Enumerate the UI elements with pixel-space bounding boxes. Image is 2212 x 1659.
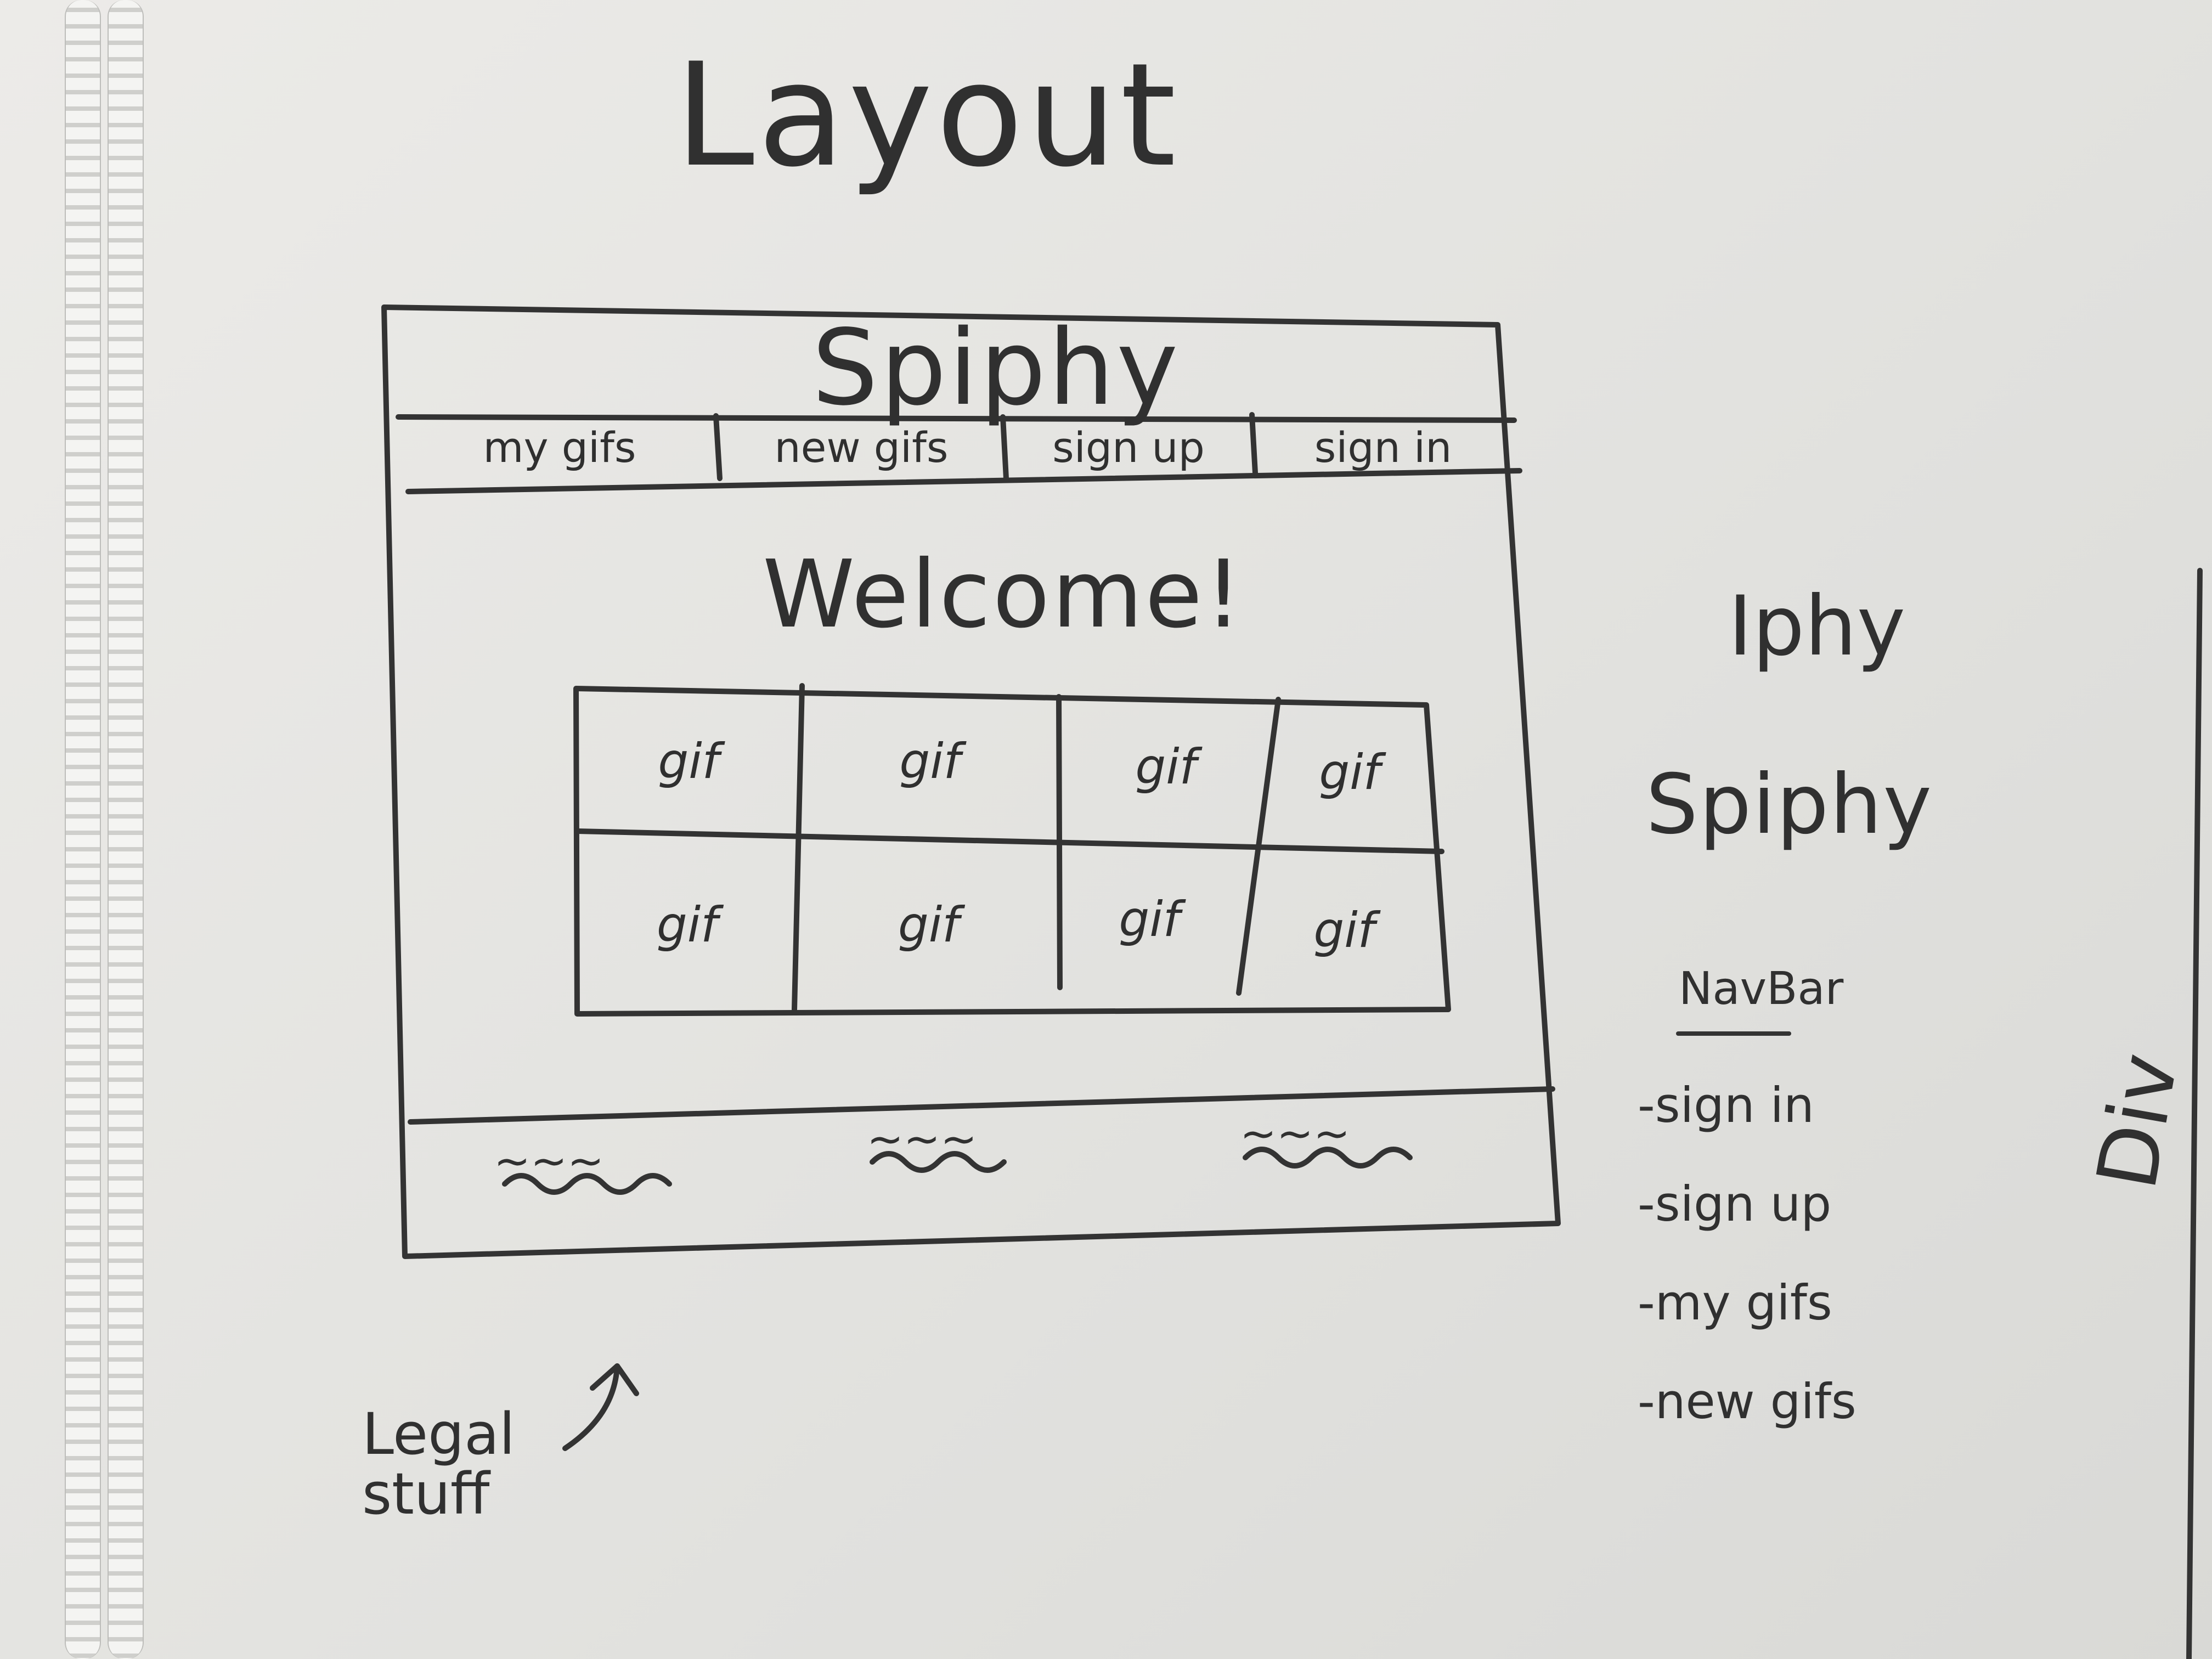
- nav-bottom-divider: [405, 468, 1522, 494]
- footer-item: ~~~: [494, 1136, 605, 1187]
- navbar-notes-list: -sign in -sign up -my gifs -new gifs: [1638, 1056, 1857, 1451]
- footer-squiggle-2: [870, 1151, 1007, 1173]
- gif-cell: gif: [1319, 743, 1380, 800]
- list-item: -sign in: [1638, 1077, 1814, 1133]
- footer-squiggle-3: [1243, 1147, 1413, 1169]
- gif-cell: gif: [899, 732, 961, 789]
- gif-cell: gif: [656, 896, 718, 953]
- footer-item: ~~~: [1240, 1108, 1351, 1159]
- wireframe-nav-sign-up: sign up: [1052, 422, 1205, 472]
- gif-grid-col-divider-1: [792, 683, 805, 1012]
- wall-conduit-right: [108, 0, 144, 1659]
- board-edge-line: [2186, 568, 2203, 1659]
- gif-cell: gif: [1313, 901, 1375, 958]
- wireframe-nav-my-gifs: my gifs: [483, 422, 636, 472]
- wireframe-nav-sign-in: sign in: [1314, 422, 1452, 472]
- footer-squiggle-1: [502, 1173, 672, 1195]
- gif-cell: gif: [898, 896, 960, 953]
- navbar-notes-heading: NavBar: [1679, 963, 1844, 1015]
- wireframe-site-name: Spiphy: [812, 307, 1181, 428]
- nav-divider-1: [713, 413, 723, 481]
- list-item: -new gifs: [1638, 1373, 1857, 1430]
- legal-stuff-annotation: Legal stuff: [362, 1401, 515, 1528]
- gif-cell: gif: [658, 732, 719, 789]
- legal-arrow: [562, 1363, 620, 1451]
- gif-grid-col-divider-2: [1056, 694, 1063, 990]
- list-item: -sign up: [1638, 1176, 1832, 1232]
- wireframe-nav-new-gifs: new gifs: [774, 422, 949, 472]
- gif-grid-col-divider-3: [1236, 697, 1281, 996]
- page-title: Layout: [675, 33, 1180, 199]
- wall-conduit-left: [65, 0, 101, 1659]
- name-idea-spiphy: Spiphy: [1646, 757, 1933, 853]
- name-idea-iphy: Iphy: [1728, 579, 1906, 674]
- wireframe-outer-frame: [381, 304, 1561, 1259]
- list-item: -my gifs: [1638, 1274, 1832, 1331]
- gif-cell: gif: [1119, 890, 1180, 947]
- wireframe-welcome-heading: Welcome!: [763, 540, 1244, 649]
- nav-divider-3: [1249, 412, 1258, 476]
- footer-divider: [408, 1086, 1555, 1125]
- footer-item: ~~~: [867, 1114, 978, 1165]
- gif-grid-row-divider: [574, 828, 1444, 854]
- gif-grid-border: [573, 686, 1451, 1017]
- nav-divider-2: [1000, 414, 1009, 481]
- legal-arrow-head: [590, 1363, 639, 1396]
- gif-cell: gif: [1135, 738, 1197, 795]
- header-divider: [396, 414, 1517, 423]
- navbar-heading-underline: [1676, 1031, 1791, 1036]
